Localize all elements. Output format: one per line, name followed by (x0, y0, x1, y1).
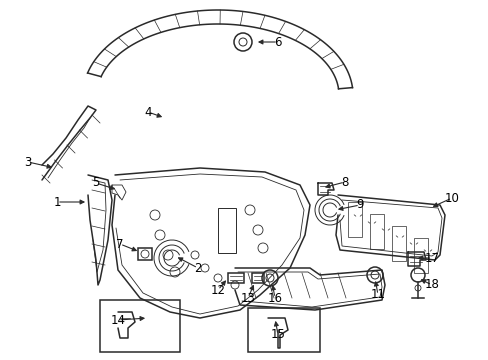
Bar (251, 273, 264, 283)
Text: 3: 3 (24, 156, 32, 168)
Bar (391, 226, 405, 261)
Text: 8: 8 (341, 175, 348, 189)
Bar (413, 238, 427, 273)
Text: 12: 12 (210, 284, 225, 297)
Bar (369, 214, 383, 249)
Text: 5: 5 (92, 176, 100, 189)
Text: 11: 11 (370, 288, 385, 302)
Text: 4: 4 (144, 105, 151, 118)
Text: 2: 2 (194, 261, 202, 274)
Text: 7: 7 (116, 238, 123, 251)
Bar (347, 202, 361, 237)
Bar (138, 248, 152, 260)
Bar (100, 300, 180, 352)
Text: 10: 10 (444, 192, 459, 204)
Text: 9: 9 (356, 198, 363, 211)
Text: 17: 17 (424, 252, 439, 265)
Text: 15: 15 (270, 328, 285, 342)
Bar (247, 308, 319, 352)
Text: 1: 1 (53, 195, 61, 208)
Bar (218, 208, 236, 253)
Text: 14: 14 (110, 314, 125, 327)
Text: 18: 18 (424, 279, 439, 292)
Text: 16: 16 (267, 292, 282, 305)
Bar (227, 273, 244, 283)
Text: 13: 13 (240, 292, 255, 305)
Text: 6: 6 (274, 36, 281, 49)
